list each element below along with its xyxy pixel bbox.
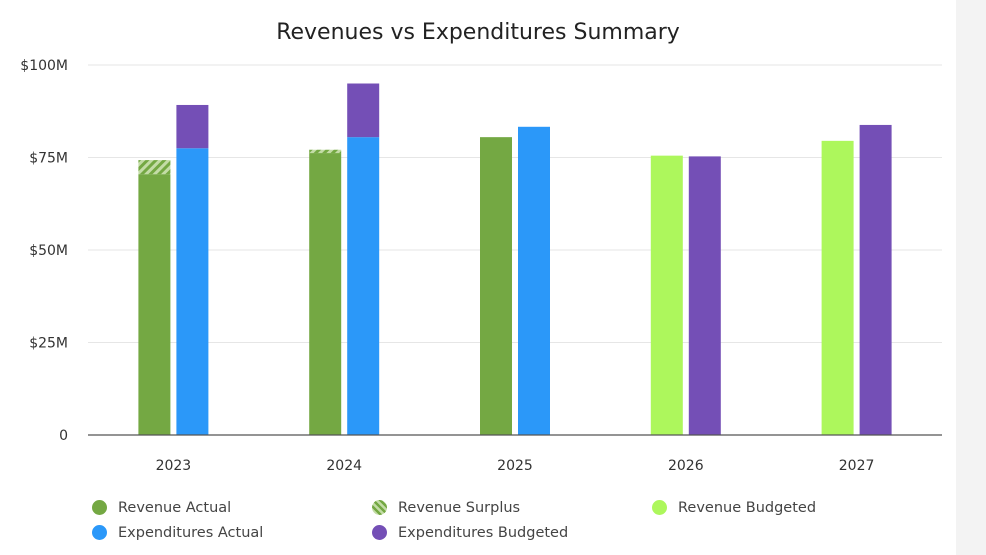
y-tick-label: $25M xyxy=(29,336,68,352)
legend-item-revenue-actual[interactable]: Revenue Actual xyxy=(92,498,372,517)
bars xyxy=(138,83,892,435)
bar-expenditures-budgeted-2027[interactable] xyxy=(859,124,892,435)
x-tick-label: 2026 xyxy=(668,458,704,474)
right-margin-panel xyxy=(956,0,986,555)
legend-label: Revenue Surplus xyxy=(398,499,521,516)
y-tick-label: $50M xyxy=(29,243,68,259)
y-tick-label: $75M xyxy=(29,151,68,167)
x-tick-label: 2024 xyxy=(326,458,362,474)
legend-item-expenditures-actual[interactable]: Expenditures Actual xyxy=(92,523,372,542)
revenues-expenditures-chart: Revenues vs Expenditures Summary 0 $25M $5… xyxy=(20,20,942,474)
bar-expenditures-actual-2024[interactable] xyxy=(347,137,380,435)
legend-swatch xyxy=(652,500,667,515)
bar-revenue-actual-2024[interactable] xyxy=(309,153,342,435)
grid-lines xyxy=(88,64,942,343)
y-tick-label: $100M xyxy=(20,58,68,74)
bar-revenue-budgeted-2027[interactable] xyxy=(821,140,854,435)
chart-legend: Revenue Actual Revenue Surplus Revenue B… xyxy=(92,498,852,542)
bar-revenue-budgeted-2026[interactable] xyxy=(650,155,683,435)
legend-label: Expenditures Budgeted xyxy=(398,524,569,541)
x-tick-label: 2025 xyxy=(497,458,533,474)
legend-item-revenue-surplus[interactable]: Revenue Surplus xyxy=(372,498,652,517)
chart-title: Revenues vs Expenditures Summary xyxy=(276,20,680,45)
bar-revenue-surplus-2024[interactable] xyxy=(309,149,342,154)
x-tick-label: 2023 xyxy=(156,458,192,474)
legend-swatch xyxy=(372,500,387,515)
y-tick-label: 0 xyxy=(59,428,68,444)
x-tick-label: 2027 xyxy=(839,458,875,474)
x-axis-ticks: 2023 2024 2025 2026 2027 xyxy=(156,458,875,474)
bar-expenditures-budgeted-2026[interactable] xyxy=(688,156,721,435)
legend-item-expenditures-budgeted[interactable]: Expenditures Budgeted xyxy=(372,523,652,542)
bar-expenditures-actual-2025[interactable] xyxy=(518,126,550,435)
bar-expenditures-budgeted-2023[interactable] xyxy=(176,104,209,149)
bar-expenditures-budgeted-2024[interactable] xyxy=(347,83,380,138)
legend-swatch xyxy=(372,525,387,540)
legend-swatch xyxy=(92,500,107,515)
bar-revenue-surplus-2023[interactable] xyxy=(138,160,171,175)
legend-label: Revenue Budgeted xyxy=(678,499,817,516)
legend-item-revenue-budgeted[interactable]: Revenue Budgeted xyxy=(652,498,852,517)
legend-swatch xyxy=(92,525,107,540)
y-axis-ticks: 0 $25M $50M $75M $100M xyxy=(20,58,68,444)
legend-label: Revenue Actual xyxy=(118,499,232,516)
bar-revenue-actual-2023[interactable] xyxy=(138,174,171,435)
bar-expenditures-actual-2023[interactable] xyxy=(176,148,209,435)
bar-revenue-actual-2025[interactable] xyxy=(480,137,512,435)
legend-label: Expenditures Actual xyxy=(118,524,264,541)
